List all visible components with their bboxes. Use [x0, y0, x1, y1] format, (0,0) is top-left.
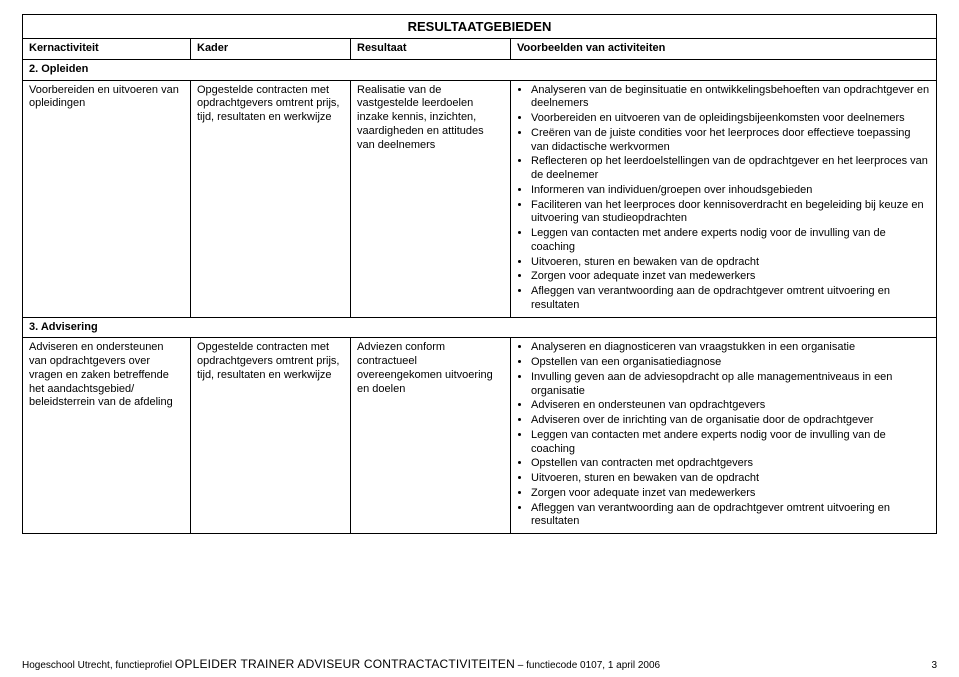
- page: RESULTAATGEBIEDEN Kernactiviteit Kader R…: [0, 0, 959, 677]
- list-item: Creëren van de juiste condities voor het…: [531, 127, 930, 155]
- results-table: Kernactiviteit Kader Resultaat Voorbeeld…: [22, 38, 937, 534]
- section2-voorbeelden-list: Analyseren van de beginsituatie en ontwi…: [517, 84, 930, 313]
- section3-voorbeelden-cell: Analyseren en diagnosticeren van vraagst…: [511, 338, 937, 534]
- list-item: Faciliteren van het leerproces door kenn…: [531, 199, 930, 227]
- col-header-resultaat: Resultaat: [351, 39, 511, 60]
- col-header-voorbeelden: Voorbeelden van activiteiten: [511, 39, 937, 60]
- list-item: Informeren van individuen/groepen over i…: [531, 184, 930, 198]
- list-item: Uitvoeren, sturen en bewaken van de opdr…: [531, 256, 930, 270]
- section3-resultaat: Adviezen conform contractueel overeengek…: [351, 338, 511, 534]
- section2-kernactiviteit: Voorbereiden en uitvoeren van opleidinge…: [23, 80, 191, 317]
- list-item: Reflecteren op het leerdoelstellingen va…: [531, 155, 930, 183]
- list-item: Leggen van contacten met andere experts …: [531, 429, 930, 457]
- col-header-kernactiviteit: Kernactiviteit: [23, 39, 191, 60]
- section2-kader: Opgestelde contracten met opdrachtgevers…: [191, 80, 351, 317]
- list-item: Leggen van contacten met andere experts …: [531, 227, 930, 255]
- section3-kernactiviteit: Adviseren en ondersteunen van opdrachtge…: [23, 338, 191, 534]
- footer-caps: OPLEIDER TRAINER ADVISEUR CONTRACTACTIVI…: [175, 657, 515, 671]
- list-item: Adviseren en ondersteunen van opdrachtge…: [531, 399, 930, 413]
- list-item: Afleggen van verantwoording aan de opdra…: [531, 502, 930, 530]
- col-header-kader: Kader: [191, 39, 351, 60]
- section-heading-row: 2. Opleiden: [23, 59, 937, 80]
- table-header-row: Kernactiviteit Kader Resultaat Voorbeeld…: [23, 39, 937, 60]
- list-item: Opstellen van contracten met opdrachtgev…: [531, 457, 930, 471]
- list-item: Invulling geven aan de adviesopdracht op…: [531, 371, 930, 399]
- list-item: Voorbereiden en uitvoeren van de opleidi…: [531, 112, 930, 126]
- list-item: Zorgen voor adequate inzet van medewerke…: [531, 487, 930, 501]
- list-item: Adviseren over de inrichting van de orga…: [531, 414, 930, 428]
- section2-voorbeelden-cell: Analyseren van de beginsituatie en ontwi…: [511, 80, 937, 317]
- list-item: Analyseren en diagnosticeren van vraagst…: [531, 341, 930, 355]
- section2-resultaat: Realisatie van de vastgestelde leerdoele…: [351, 80, 511, 317]
- page-footer: Hogeschool Utrecht, functieprofiel OPLEI…: [22, 657, 937, 671]
- footer-text: Hogeschool Utrecht, functieprofiel OPLEI…: [22, 657, 660, 671]
- section3-heading: 3. Advisering: [23, 317, 937, 338]
- list-item: Opstellen van een organisatiediagnose: [531, 356, 930, 370]
- section3-voorbeelden-list: Analyseren en diagnosticeren van vraagst…: [517, 341, 930, 529]
- section2-content-row: Voorbereiden en uitvoeren van opleidinge…: [23, 80, 937, 317]
- section-heading-row: 3. Advisering: [23, 317, 937, 338]
- list-item: Zorgen voor adequate inzet van medewerke…: [531, 270, 930, 284]
- section3-kader: Opgestelde contracten met opdrachtgevers…: [191, 338, 351, 534]
- table-title: RESULTAATGEBIEDEN: [22, 14, 937, 38]
- list-item: Analyseren van de beginsituatie en ontwi…: [531, 84, 930, 112]
- list-item: Uitvoeren, sturen en bewaken van de opdr…: [531, 472, 930, 486]
- section3-content-row: Adviseren en ondersteunen van opdrachtge…: [23, 338, 937, 534]
- page-number: 3: [931, 660, 937, 671]
- section2-heading: 2. Opleiden: [23, 59, 937, 80]
- list-item: Afleggen van verantwoording aan de opdra…: [531, 285, 930, 313]
- footer-prefix: Hogeschool Utrecht, functieprofiel: [22, 660, 175, 671]
- footer-suffix: – functiecode 0107, 1 april 2006: [515, 660, 660, 671]
